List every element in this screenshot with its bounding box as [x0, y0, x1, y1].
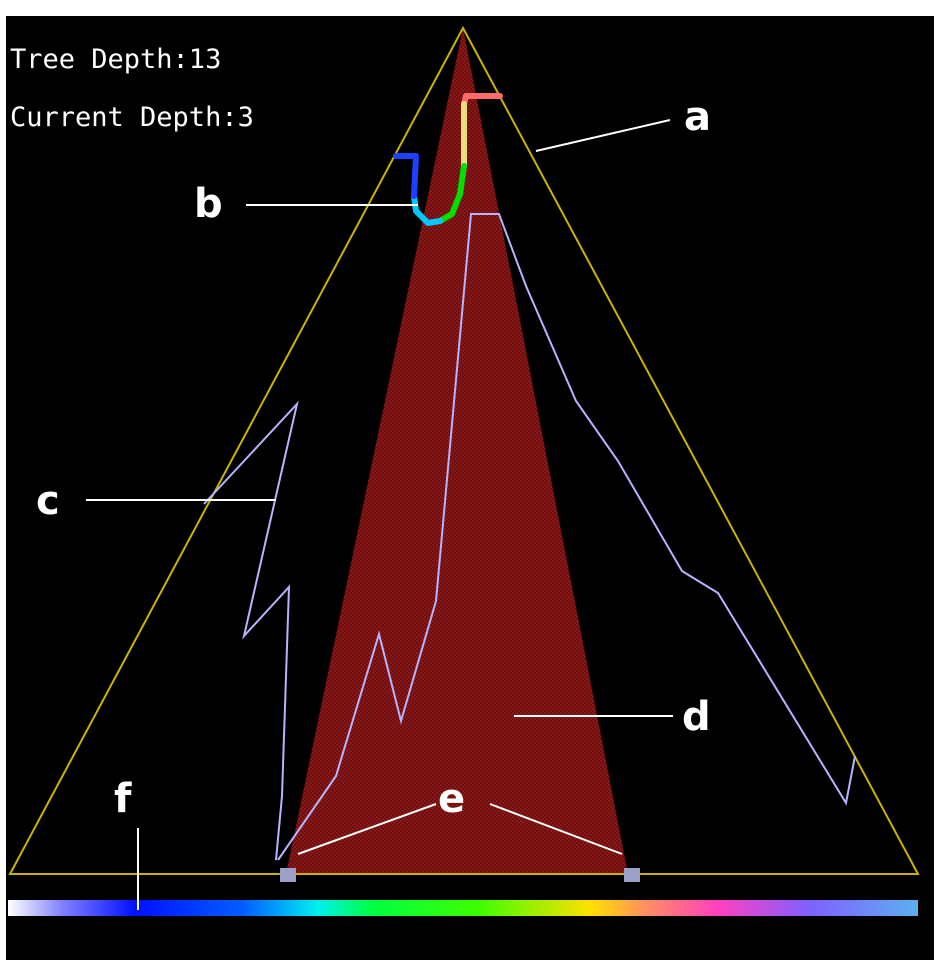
left-path-line [203, 400, 299, 861]
tree-diagram: a b c d e f [8, 25, 920, 916]
depth-curve [393, 93, 503, 226]
current-depth-readout: Current Depth:3 [10, 102, 254, 133]
label-f: f [114, 776, 132, 822]
tree-depth-readout: Tree Depth:13 [10, 44, 222, 75]
label-e: e [438, 776, 465, 822]
label-b: b [194, 181, 223, 227]
leader-line-e-left [297, 803, 437, 855]
tree-frame-triangle [8, 25, 920, 875]
center-path-line [277, 213, 856, 861]
leader-line-e-right [489, 803, 623, 855]
label-c: c [36, 478, 60, 524]
label-d: d [682, 694, 711, 740]
right-boundary-marker [624, 868, 640, 882]
color-scale-bar [8, 900, 918, 916]
label-a: a [684, 94, 711, 140]
leader-line-a [535, 119, 671, 152]
subtree-region [286, 28, 628, 874]
left-boundary-marker [280, 868, 296, 882]
tree-visualization-canvas: a b c d e f Tree Depth:13 Current Depth:… [6, 16, 934, 960]
